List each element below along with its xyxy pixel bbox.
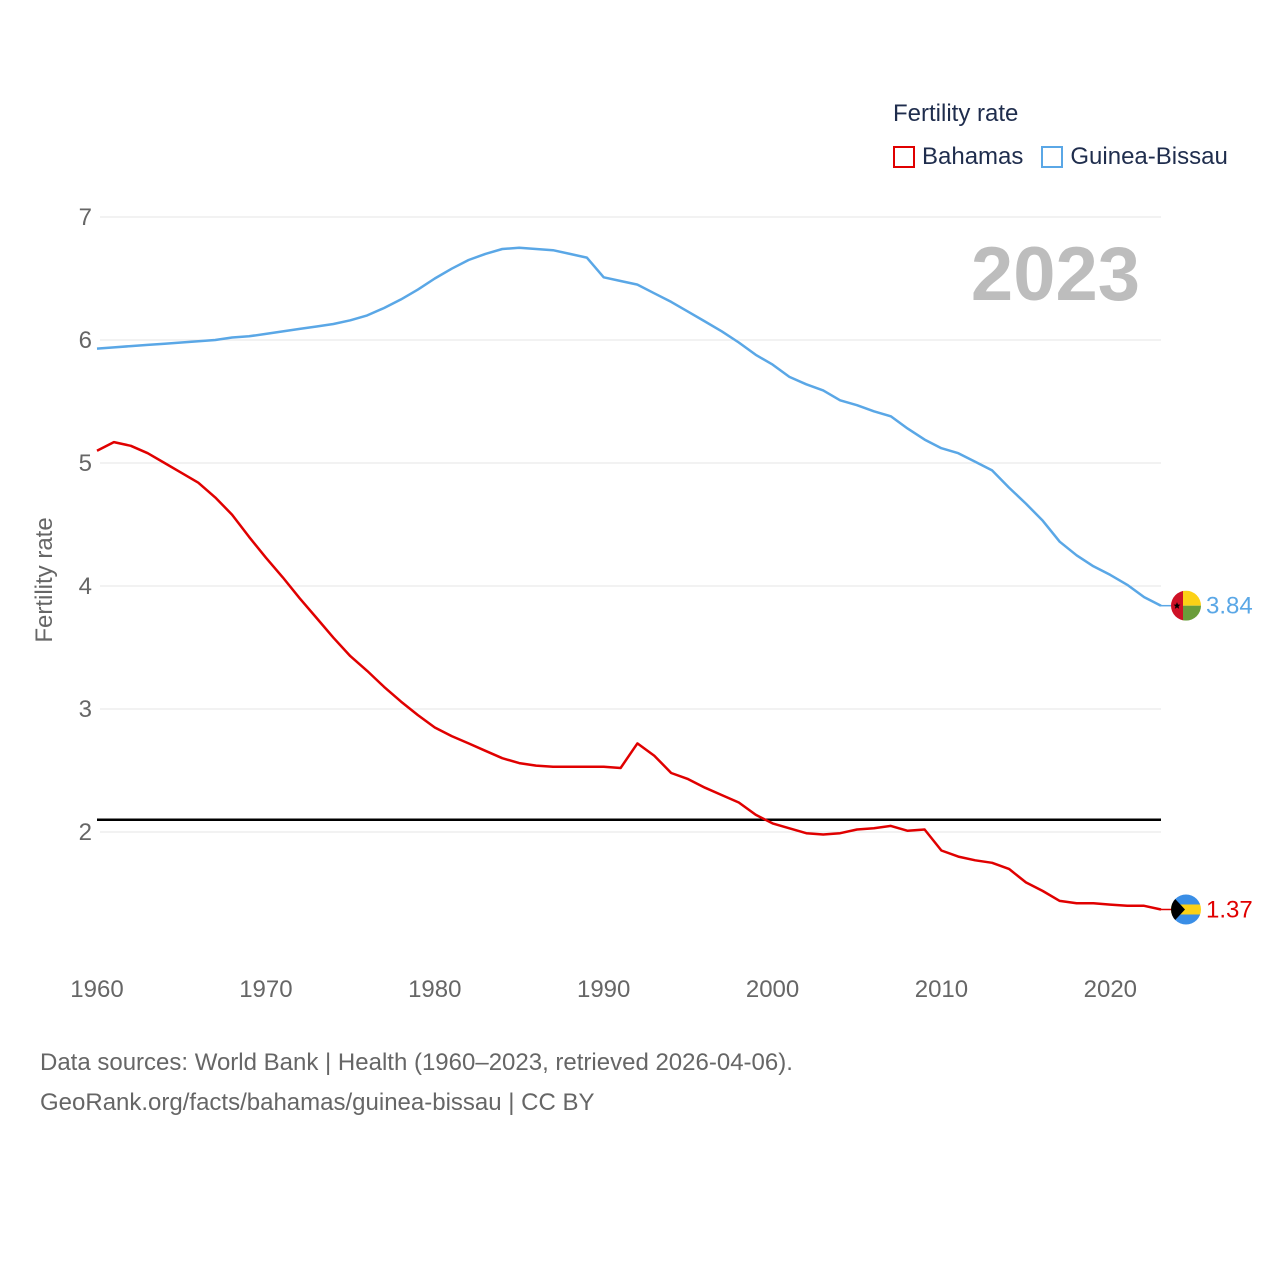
y-tick-label: 5 bbox=[79, 450, 92, 477]
x-tick-label: 1990 bbox=[577, 976, 630, 1003]
series-lines bbox=[96, 246, 1162, 911]
guinea-bissau-flag-icon bbox=[1171, 590, 1201, 621]
x-tick-label: 1970 bbox=[239, 976, 292, 1003]
year-watermark: 2023 bbox=[971, 232, 1140, 317]
y-tick-label: 2 bbox=[79, 819, 92, 846]
y-axis-ticks: 2 3 4 5 6 7 bbox=[79, 204, 92, 846]
y-axis-label: Fertility rate bbox=[31, 517, 58, 642]
fertility-line-chart: 2 3 4 5 6 7 1960 1970 1980 1990 2000 2010 2020 Fert… bbox=[31, 204, 1253, 1003]
x-tick-label: 1960 bbox=[70, 976, 123, 1003]
source-note: Data sources: World Bank | Health (1960–… bbox=[40, 1043, 793, 1123]
legend: Bahamas Guinea-Bissau bbox=[893, 143, 1246, 171]
legend-label-guinea-bissau: Guinea-Bissau bbox=[1070, 143, 1228, 170]
legend-label-bahamas: Bahamas bbox=[922, 143, 1024, 170]
y-tick-label: 6 bbox=[79, 327, 92, 354]
x-tick-label: 2000 bbox=[746, 976, 799, 1003]
end-value-label-bahamas: 1.37 bbox=[1206, 896, 1253, 923]
bahamas-flag-icon bbox=[1171, 894, 1201, 925]
y-tick-label: 7 bbox=[79, 204, 92, 231]
end-value-label-guinea-bissau: 3.84 bbox=[1206, 593, 1253, 620]
series-line-bahamas[interactable] bbox=[96, 440, 1162, 911]
y-tick-label: 3 bbox=[79, 696, 92, 723]
source-line-1: Data sources: World Bank | Health (1960–… bbox=[40, 1049, 793, 1076]
legend-swatch-bahamas bbox=[893, 146, 915, 168]
series-line-guinea-bissau[interactable] bbox=[96, 246, 1162, 607]
grid-lines bbox=[100, 216, 1161, 833]
x-tick-label: 2020 bbox=[1084, 976, 1137, 1003]
y-tick-label: 4 bbox=[79, 573, 92, 600]
x-tick-label: 1980 bbox=[408, 976, 461, 1003]
legend-title: Fertility rate bbox=[893, 100, 1019, 127]
legend-swatch-guinea-bissau bbox=[1041, 146, 1064, 168]
x-tick-label: 2010 bbox=[915, 976, 968, 1003]
legend-item-guinea-bissau[interactable]: Guinea-Bissau bbox=[1041, 143, 1228, 171]
end-markers: 1.37 3.84 bbox=[1161, 590, 1253, 925]
source-line-2[interactable]: GeoRank.org/facts/bahamas/guinea-bissau … bbox=[40, 1089, 595, 1116]
x-axis-ticks: 1960 1970 1980 1990 2000 2010 2020 bbox=[70, 976, 1137, 1003]
legend-item-bahamas[interactable]: Bahamas bbox=[893, 143, 1023, 171]
